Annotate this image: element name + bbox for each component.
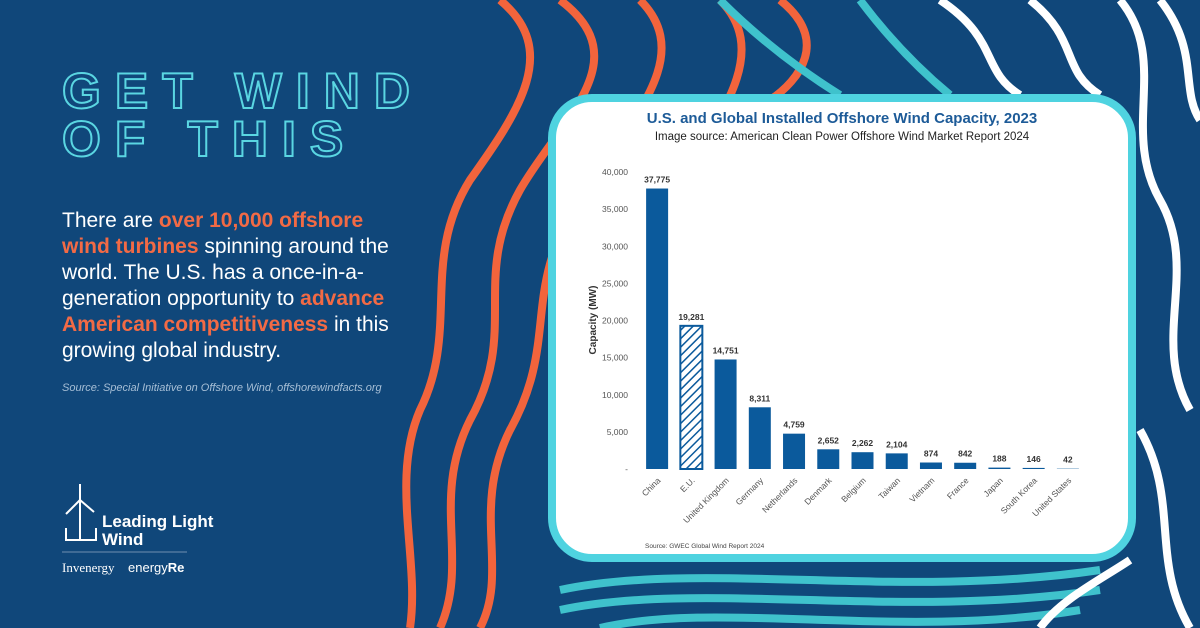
y-tick-label: 30,000: [602, 241, 628, 251]
partner-logo-part: Re: [168, 560, 185, 575]
source: Source: Special Initiative on Offshore W…: [62, 382, 382, 394]
partner-logo-part: energy: [128, 560, 168, 575]
y-tick-label: 40,000: [602, 167, 628, 177]
y-tick-label: 15,000: [602, 353, 628, 363]
x-tick-label: Germany: [733, 475, 765, 507]
text: There are: [62, 209, 159, 232]
y-tick-label: 10,000: [602, 390, 628, 400]
value-label: 4,759: [783, 420, 805, 430]
y-tick-label: 5,000: [607, 427, 629, 437]
x-tick-label: Belgium: [839, 475, 868, 504]
value-label: 874: [924, 449, 938, 459]
highlight-text: over 10,000 offshore wind turbines: [62, 209, 364, 258]
x-tick-label: Japan: [981, 475, 1005, 499]
text: spinning around the world. The U.S. has …: [62, 235, 389, 310]
bar: [919, 462, 942, 469]
x-tick-label: Vietnam: [907, 475, 936, 504]
y-tick-label: 20,000: [602, 316, 628, 326]
bar: [646, 188, 669, 469]
waves: [402, 0, 1200, 628]
text: in this growing global industry.: [62, 313, 389, 362]
x-tick-label: France: [945, 475, 971, 501]
bar: [851, 452, 874, 469]
x-tick-label: Taiwan: [876, 475, 902, 501]
partner-logo: Invenergy: [62, 560, 115, 575]
value-label: 842: [958, 449, 972, 459]
chart-subtitle: Image source: American Clean Power Offsh…: [655, 131, 1030, 143]
y-axis-label: Capacity (MW): [588, 286, 599, 355]
logo-text: Leading Light: [102, 512, 214, 531]
value-label: 188: [992, 454, 1006, 464]
bar: [714, 359, 737, 469]
bar: [954, 462, 977, 469]
partner-logo: energyRe: [128, 560, 184, 575]
headline: GET WIND: [62, 63, 424, 119]
x-tick-label: China: [640, 475, 663, 498]
value-label: 2,262: [852, 438, 874, 448]
y-tick-label: 35,000: [602, 204, 628, 214]
bar: [748, 407, 771, 469]
value-label: 2,652: [818, 435, 840, 445]
bar: [679, 324, 704, 470]
headline: OF THIS: [62, 111, 357, 167]
value-label: 2,104: [886, 439, 908, 449]
y-tick-label: -: [625, 464, 628, 474]
value-label: 19,281: [678, 312, 704, 322]
bar: [988, 467, 1011, 469]
x-tick-label: E.U.: [678, 475, 697, 494]
bar: [783, 433, 806, 469]
highlight-text: advance American competitiveness: [62, 287, 385, 336]
logo-icon: [65, 484, 97, 541]
white-waves: [937, 0, 1200, 628]
bar: [817, 449, 840, 469]
body-text: There are over 10,000 offshore wind turb…: [62, 208, 407, 364]
bar: [885, 453, 908, 469]
logo-text: Wind: [102, 530, 143, 549]
value-label: 8,311: [749, 393, 770, 403]
value-label: 14,751: [713, 345, 739, 355]
value-label: 42: [1063, 455, 1073, 465]
chart-note: Source: GWEC Global Wind Report 2024: [645, 543, 765, 550]
x-tick-label: Netherlands: [760, 475, 799, 514]
y-tick-label: 25,000: [602, 278, 628, 288]
value-label: 37,775: [644, 175, 670, 185]
bar: [1022, 467, 1045, 469]
teal-waves: [559, 0, 1101, 628]
chart-title: U.S. and Global Installed Offshore Wind …: [647, 110, 1038, 127]
x-tick-label: Denmark: [802, 475, 834, 507]
value-label: 146: [1027, 454, 1041, 464]
